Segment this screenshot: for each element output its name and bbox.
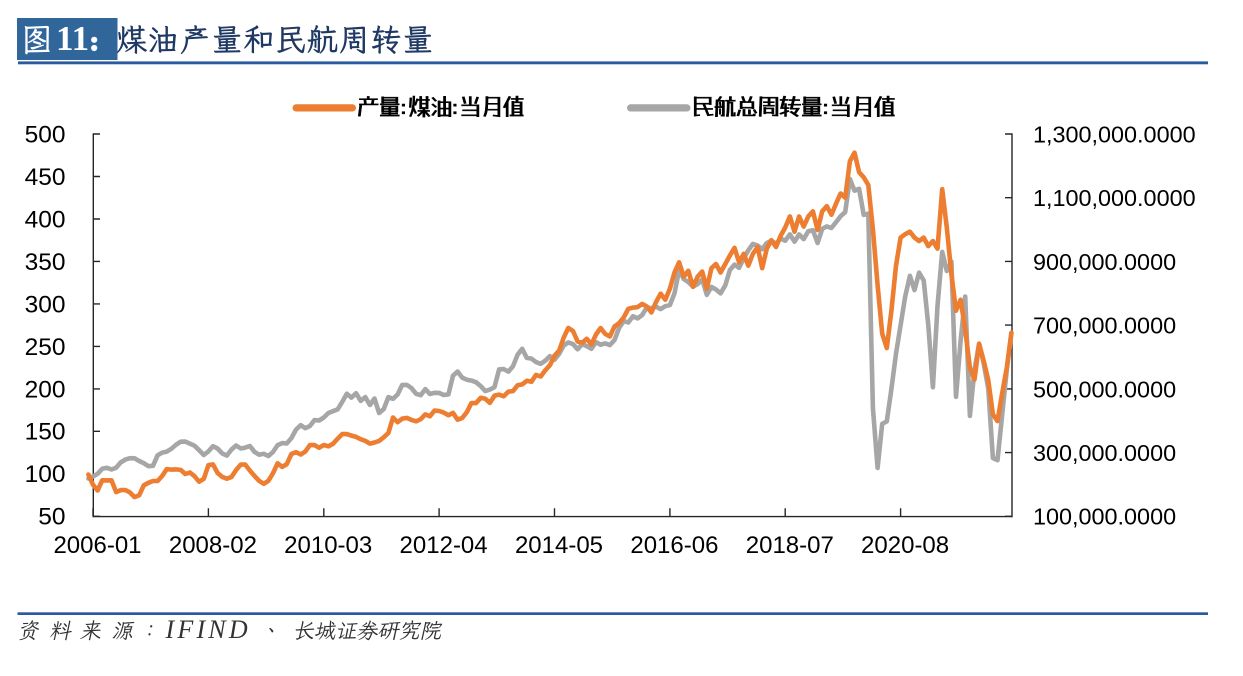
svg-text:150: 150	[25, 419, 66, 446]
svg-text:2018-07: 2018-07	[746, 532, 834, 559]
svg-text:300,000.0000: 300,000.0000	[1033, 440, 1176, 466]
svg-text:1,300,000.0000: 1,300,000.0000	[1033, 121, 1196, 147]
svg-text:11: 11	[56, 19, 89, 58]
svg-text:100,000.0000: 100,000.0000	[1033, 504, 1176, 530]
svg-text:1,100,000.0000: 1,100,000.0000	[1033, 185, 1196, 211]
svg-text:2014-05: 2014-05	[515, 532, 603, 559]
svg-text:300: 300	[25, 291, 66, 318]
svg-text:500,000.0000: 500,000.0000	[1033, 376, 1176, 402]
svg-text:2008-02: 2008-02	[169, 532, 257, 559]
svg-text:100: 100	[25, 461, 66, 488]
svg-text:400: 400	[25, 206, 66, 233]
svg-text:900,000.0000: 900,000.0000	[1033, 249, 1176, 275]
svg-text:IFIND: IFIND	[165, 615, 251, 644]
svg-text:2020-08: 2020-08	[861, 532, 949, 559]
svg-text:2006-01: 2006-01	[53, 532, 141, 559]
svg-text:500: 500	[25, 121, 66, 148]
svg-text:50: 50	[38, 504, 65, 531]
svg-text:250: 250	[25, 334, 66, 361]
svg-text:2012-04: 2012-04	[400, 532, 488, 559]
svg-text:700,000.0000: 700,000.0000	[1033, 313, 1176, 339]
svg-text:200: 200	[25, 376, 66, 403]
svg-text:2010-03: 2010-03	[284, 532, 372, 559]
svg-text:350: 350	[25, 249, 66, 276]
svg-text:2016-06: 2016-06	[630, 532, 718, 559]
svg-text:450: 450	[25, 164, 66, 191]
